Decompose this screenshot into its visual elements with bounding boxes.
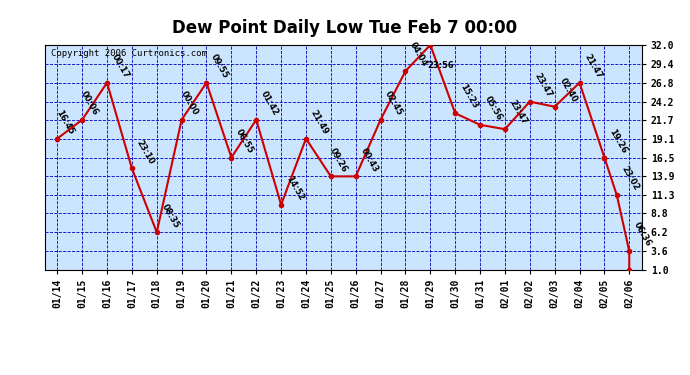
Text: 09:26: 09:26 [328, 146, 349, 174]
Text: 00:17: 00:17 [110, 53, 131, 80]
Text: 23:47: 23:47 [533, 71, 553, 99]
Text: 09:55: 09:55 [209, 53, 230, 80]
Text: 23:56: 23:56 [428, 61, 454, 70]
Text: 21:49: 21:49 [308, 108, 330, 136]
Text: Dew Point Daily Low Tue Feb 7 00:00: Dew Point Daily Low Tue Feb 7 00:00 [172, 19, 518, 37]
Text: Copyright 2006 Curtronics.com: Copyright 2006 Curtronics.com [51, 50, 207, 58]
Text: 00:43: 00:43 [359, 146, 380, 174]
Text: 19:26: 19:26 [607, 127, 629, 155]
Text: 16:45: 16:45 [55, 108, 76, 136]
Text: 06:55: 06:55 [234, 127, 255, 155]
Text: 08:35: 08:35 [159, 202, 181, 229]
Text: 00:06: 00:06 [79, 90, 101, 117]
Text: 04:04: 04:04 [408, 41, 429, 68]
Text: 14:52: 14:52 [284, 174, 305, 202]
Text: 06:36: 06:36 [632, 221, 653, 248]
Text: 23:47: 23:47 [508, 99, 529, 126]
Text: 05:56: 05:56 [483, 94, 504, 122]
Text: 00:00: 00:00 [179, 90, 200, 117]
Text: 02:40: 02:40 [558, 76, 578, 104]
Text: 21:47: 21:47 [582, 52, 604, 80]
Text: 02:45: 02:45 [384, 89, 404, 117]
Text: 15:23: 15:23 [458, 83, 479, 111]
Text: 23:10: 23:10 [135, 138, 156, 166]
Text: 01:42: 01:42 [259, 89, 280, 117]
Text: 23:02: 23:02 [620, 165, 641, 192]
